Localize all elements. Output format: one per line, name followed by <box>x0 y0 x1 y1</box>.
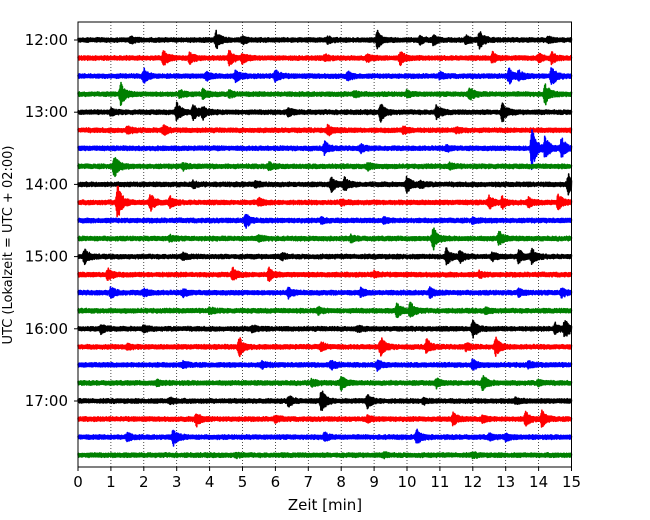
seismogram-trace <box>77 358 573 372</box>
plot-frame <box>77 21 572 468</box>
y-tick-label: 12:00 <box>25 31 68 49</box>
y-axis-ticks: 12:00 13:00 14:00 15:00 16:00 17:00 <box>25 31 78 410</box>
seismogram-trace <box>77 428 573 447</box>
y-tick-label: 15:00 <box>25 248 68 266</box>
seismogram-traces <box>77 29 573 460</box>
x-tick-label: 14 <box>529 473 548 491</box>
seismogram-trace <box>77 67 573 85</box>
seismogram-trace <box>77 129 573 171</box>
x-tick-label: 1 <box>106 473 116 491</box>
seismogram-trace <box>77 173 573 196</box>
seismogram-trace <box>77 49 573 67</box>
x-tick-label: 12 <box>463 473 482 491</box>
seismogram-trace <box>77 185 573 218</box>
seismogram-trace <box>77 374 573 392</box>
seismogram-trace <box>77 319 573 339</box>
x-tick-label: 10 <box>397 473 416 491</box>
x-tick-label: 4 <box>205 473 215 491</box>
x-tick-label: 0 <box>73 473 83 491</box>
x-axis-label: Zeit [min] <box>288 496 362 514</box>
seismogram-trace <box>77 101 573 123</box>
seismogram-trace <box>77 451 573 460</box>
x-tick-label: 11 <box>430 473 449 491</box>
y-tick-label: 16:00 <box>25 320 68 338</box>
x-tick-label: 3 <box>172 473 182 491</box>
seismogram-trace <box>77 29 573 50</box>
seismogram-trace <box>77 247 573 266</box>
seismogram-trace <box>77 286 573 300</box>
y-tick-label: 14:00 <box>25 175 68 193</box>
seismogram-trace <box>77 336 573 358</box>
grid-lines <box>110 22 539 467</box>
seismogram-trace <box>77 81 573 107</box>
x-tick-label: 6 <box>271 473 281 491</box>
seismogram-trace <box>77 390 573 412</box>
seismogram-trace <box>77 157 573 178</box>
x-tick-label: 9 <box>369 473 379 491</box>
seismogram-trace <box>77 213 573 229</box>
seismogram-trace <box>77 227 573 251</box>
seismogram-trace <box>77 123 573 137</box>
seismogram-trace <box>77 301 573 319</box>
y-tick-label: 13:00 <box>25 103 68 121</box>
x-tick-label: 2 <box>139 473 149 491</box>
seismogram-trace <box>77 409 573 428</box>
x-tick-label: 7 <box>304 473 314 491</box>
x-tick-label: 8 <box>336 473 346 491</box>
x-axis-ticks: 0 1 2 3 4 5 6 7 8 9 10 11 12 13 14 15 <box>73 467 581 491</box>
x-tick-label: 5 <box>238 473 248 491</box>
x-tick-label: 13 <box>496 473 515 491</box>
x-tick-label: 15 <box>562 473 581 491</box>
y-axis-label: UTC (Lokalzeit = UTC + 02:00) <box>1 146 16 345</box>
seismogram-trace <box>77 266 573 283</box>
y-tick-label: 17:00 <box>25 392 68 410</box>
